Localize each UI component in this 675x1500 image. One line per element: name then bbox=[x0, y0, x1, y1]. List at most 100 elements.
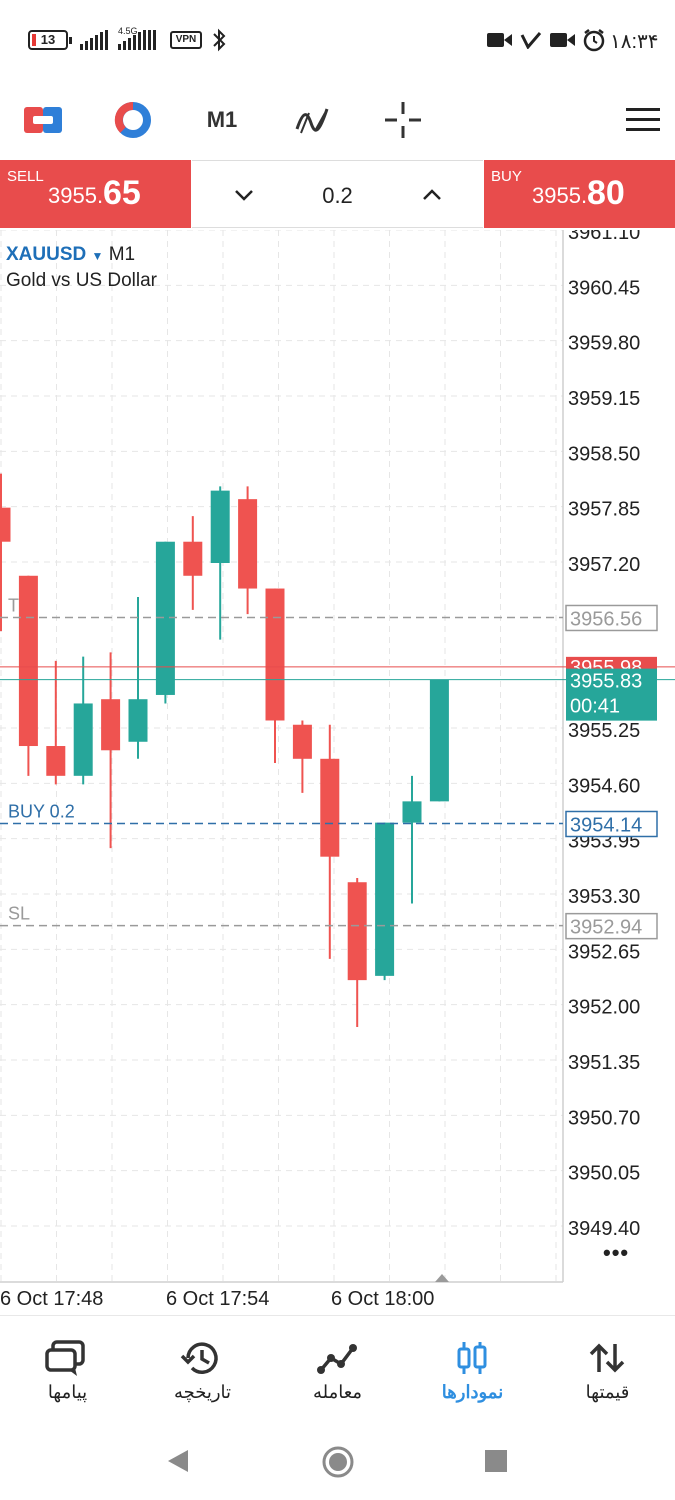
nav-trade[interactable]: معامله bbox=[270, 1316, 405, 1421]
buy-button[interactable]: BUY 3955. 80 bbox=[484, 160, 675, 228]
candle-body bbox=[292, 724, 312, 759]
candle-body bbox=[46, 746, 66, 776]
nav-messages[interactable]: پیامها bbox=[0, 1316, 135, 1421]
trade-icon bbox=[24, 107, 62, 133]
check-icon bbox=[520, 32, 542, 49]
candle-body bbox=[347, 882, 367, 981]
time-tick-label: 6 Oct 18:00 bbox=[331, 1288, 434, 1310]
vpn-icon: VPN bbox=[170, 31, 202, 49]
candle-body bbox=[375, 822, 395, 976]
take-profit-price-box bbox=[565, 604, 658, 632]
buy-price-big: 80 bbox=[587, 174, 625, 212]
price-tick-label: 3958.50 bbox=[568, 443, 640, 465]
battery-level: 13 bbox=[40, 32, 56, 47]
status-bar: 13 4.5G VPN ۱۸:۳۴ bbox=[0, 0, 675, 80]
crosshair-button[interactable] bbox=[378, 80, 428, 160]
drawing-button[interactable] bbox=[288, 80, 338, 160]
nav-history[interactable]: تاریخچه bbox=[135, 1316, 270, 1421]
home-icon[interactable] bbox=[321, 1445, 355, 1479]
price-tick-label: 3961.10 bbox=[568, 230, 640, 244]
candle-body bbox=[402, 801, 422, 823]
candle-body bbox=[320, 758, 340, 857]
volume-increase-icon[interactable] bbox=[420, 183, 444, 207]
volume-control: 0.2 bbox=[192, 160, 483, 228]
position-label: BUY 0.2 bbox=[8, 801, 75, 821]
menu-icon bbox=[625, 108, 660, 131]
video-icon-2 bbox=[550, 33, 575, 47]
bluetooth-icon bbox=[213, 28, 226, 52]
symbol-name[interactable]: XAUUSD bbox=[6, 244, 87, 265]
alarm-icon bbox=[583, 29, 605, 52]
timeframe-button[interactable]: M1 bbox=[206, 107, 238, 132]
nav-quotes[interactable]: قیمتها bbox=[540, 1316, 675, 1421]
stop-loss-price: 3952.94 bbox=[570, 917, 642, 939]
time-tick-label: 6 Oct 17:48 bbox=[0, 1288, 103, 1310]
symbol-dropdown-icon[interactable]: ▼ bbox=[91, 249, 104, 263]
sell-price-big: 65 bbox=[103, 174, 141, 212]
video-icon bbox=[487, 33, 512, 47]
battery-icon: 13 bbox=[28, 30, 72, 50]
network-type: 4.5G bbox=[118, 26, 138, 36]
menu-button[interactable] bbox=[620, 80, 665, 160]
bid-price-box bbox=[566, 656, 657, 671]
one-click-trade-panel: SELL 3955. 65 0.2 BUY 3955. 80 bbox=[0, 160, 675, 230]
signal-4g-icon bbox=[118, 30, 156, 50]
take-profit-price: 3956.56 bbox=[570, 608, 642, 630]
sell-label: SELL bbox=[7, 168, 44, 185]
ask-price: 3955.83 bbox=[570, 671, 642, 693]
ask-price-box bbox=[566, 668, 657, 721]
price-tick-label: 3950.05 bbox=[568, 1163, 640, 1185]
trade-button[interactable] bbox=[18, 80, 68, 160]
price-tick-label: 3950.70 bbox=[568, 1107, 640, 1129]
price-chart[interactable]: 3961.10 3960.45 3959.80 3959.15 3958.50 3957.… bbox=[0, 230, 675, 1315]
candle-body bbox=[183, 541, 203, 576]
sell-button[interactable]: SELL 3955. 65 bbox=[0, 160, 191, 228]
price-tick-label: 3957.85 bbox=[568, 499, 640, 521]
symbol-row[interactable]: XAUUSD ▼ M1 bbox=[6, 244, 135, 266]
back-icon[interactable] bbox=[166, 1448, 190, 1474]
signal-icon bbox=[80, 30, 108, 50]
position-price-box bbox=[565, 810, 658, 838]
nav-label: معامله bbox=[312, 1382, 363, 1402]
volume-value[interactable]: 0.2 bbox=[322, 183, 353, 208]
stop-loss-label: SL bbox=[8, 904, 30, 924]
history-icon bbox=[180, 1342, 218, 1374]
candle-body bbox=[128, 699, 148, 742]
price-tick-label: 3955.25 bbox=[568, 720, 640, 742]
price-tick-label: 3949.40 bbox=[568, 1218, 640, 1240]
price-tick-label: 3959.15 bbox=[568, 388, 640, 410]
nav-label: تاریخچه bbox=[173, 1382, 232, 1402]
candle-body bbox=[18, 575, 38, 747]
symbol-timeframe: M1 bbox=[108, 244, 136, 265]
price-tick-label: 3952.00 bbox=[568, 997, 640, 1019]
chart-toolbar: M1 bbox=[0, 80, 675, 160]
recents-icon[interactable] bbox=[485, 1450, 507, 1472]
sell-price-prefix: 3955. bbox=[48, 183, 104, 208]
volume-decrease-icon[interactable] bbox=[232, 183, 256, 207]
quotes-icon bbox=[589, 1343, 625, 1373]
price-tick-label: 3952.65 bbox=[568, 941, 640, 963]
more-options-icon[interactable]: ••• bbox=[603, 1240, 630, 1265]
chart-shift-marker bbox=[435, 1274, 449, 1282]
stop-loss-price-box bbox=[565, 912, 658, 940]
price-tick-label: 3951.35 bbox=[568, 1052, 640, 1074]
candle-body bbox=[210, 490, 230, 563]
nav-label: پیامها bbox=[47, 1382, 88, 1402]
messages-icon bbox=[45, 1340, 85, 1376]
trade-chart-icon bbox=[317, 1344, 357, 1374]
crosshair-icon bbox=[385, 102, 421, 138]
candle-body bbox=[238, 499, 258, 589]
symbol-description: Gold vs US Dollar bbox=[6, 270, 157, 291]
clock: ۱۸:۳۴ bbox=[610, 31, 659, 53]
price-tick-label: 3960.45 bbox=[568, 277, 640, 299]
system-navigation bbox=[0, 1420, 675, 1500]
candle-body bbox=[155, 541, 175, 695]
indicators-button[interactable] bbox=[108, 80, 158, 160]
buy-label: BUY bbox=[491, 168, 522, 185]
nav-charts[interactable]: نمودارها bbox=[405, 1316, 540, 1421]
buy-price-prefix: 3955. bbox=[532, 183, 588, 208]
candle-body bbox=[73, 703, 93, 776]
chart-canvas[interactable]: 3961.10 3960.45 3959.80 3959.15 3958.50 3957.… bbox=[0, 230, 675, 1315]
nav-label: قیمتها bbox=[585, 1382, 630, 1402]
